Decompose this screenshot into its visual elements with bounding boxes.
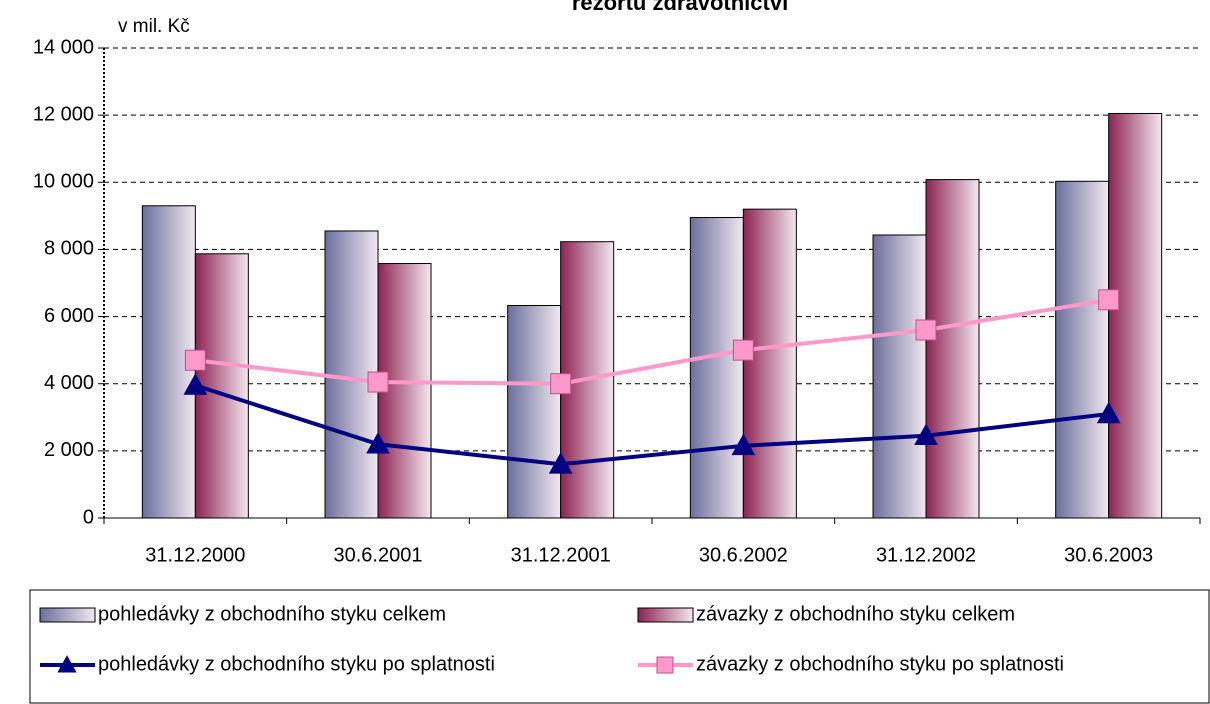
bar <box>507 304 562 519</box>
line-marker <box>366 432 390 454</box>
line-marker <box>1098 289 1120 311</box>
line-marker <box>548 452 573 474</box>
legend-label: pohledávky z obchodního styku po splatno… <box>98 653 495 675</box>
y-tick-label: 8 000 <box>44 238 94 260</box>
line-marker <box>732 339 754 361</box>
y-axis-label: v mil. Kč <box>118 16 190 37</box>
x-tick-label: 30.6.2002 <box>699 544 788 566</box>
legend-label: pohledávky z obchodního styku celkem <box>98 603 446 625</box>
line-marker <box>914 423 938 446</box>
bar <box>194 253 249 519</box>
line-marker <box>1096 401 1121 424</box>
x-tick-label: 30.6.2003 <box>1064 544 1153 566</box>
bar <box>1108 112 1163 519</box>
bar <box>925 179 980 519</box>
x-tick-label: 30.6.2001 <box>334 544 423 566</box>
legend-label: závazky z obchodního styku po splatnosti <box>696 653 1064 675</box>
line-marker <box>550 373 572 395</box>
series-line <box>195 297 1109 386</box>
line-marker <box>183 373 208 395</box>
line-marker <box>731 433 756 456</box>
y-tick-label: 0 <box>83 506 94 528</box>
y-tick-label: 6 000 <box>44 305 94 327</box>
legend-box <box>29 589 1210 704</box>
line-marker <box>184 349 206 371</box>
chart-title: rezortu zdravotnictví <box>572 0 789 15</box>
y-tick-label: 14 000 <box>33 36 94 58</box>
y-tick-label: 10 000 <box>33 171 94 193</box>
bar <box>872 234 927 519</box>
y-tick-label: 4 000 <box>44 372 94 394</box>
legend-marker <box>656 656 674 674</box>
line-marker <box>367 371 389 393</box>
line-marker <box>915 319 937 341</box>
series-line <box>194 383 1109 467</box>
y-tick-label: 12 000 <box>33 103 94 125</box>
x-tick-label: 31.12.2000 <box>145 544 245 566</box>
y-tick-label: 2 000 <box>44 439 94 461</box>
legend-swatch <box>637 607 694 623</box>
x-tick-label: 31.12.2001 <box>511 544 611 566</box>
bar <box>1055 180 1110 519</box>
bar <box>742 208 797 519</box>
x-tick-label: 31.12.2002 <box>876 544 976 566</box>
legend-swatch <box>39 607 96 623</box>
legend-label: závazky z obchodního styku celkem <box>696 603 1015 625</box>
bar <box>689 217 744 519</box>
legend-marker <box>57 655 77 673</box>
